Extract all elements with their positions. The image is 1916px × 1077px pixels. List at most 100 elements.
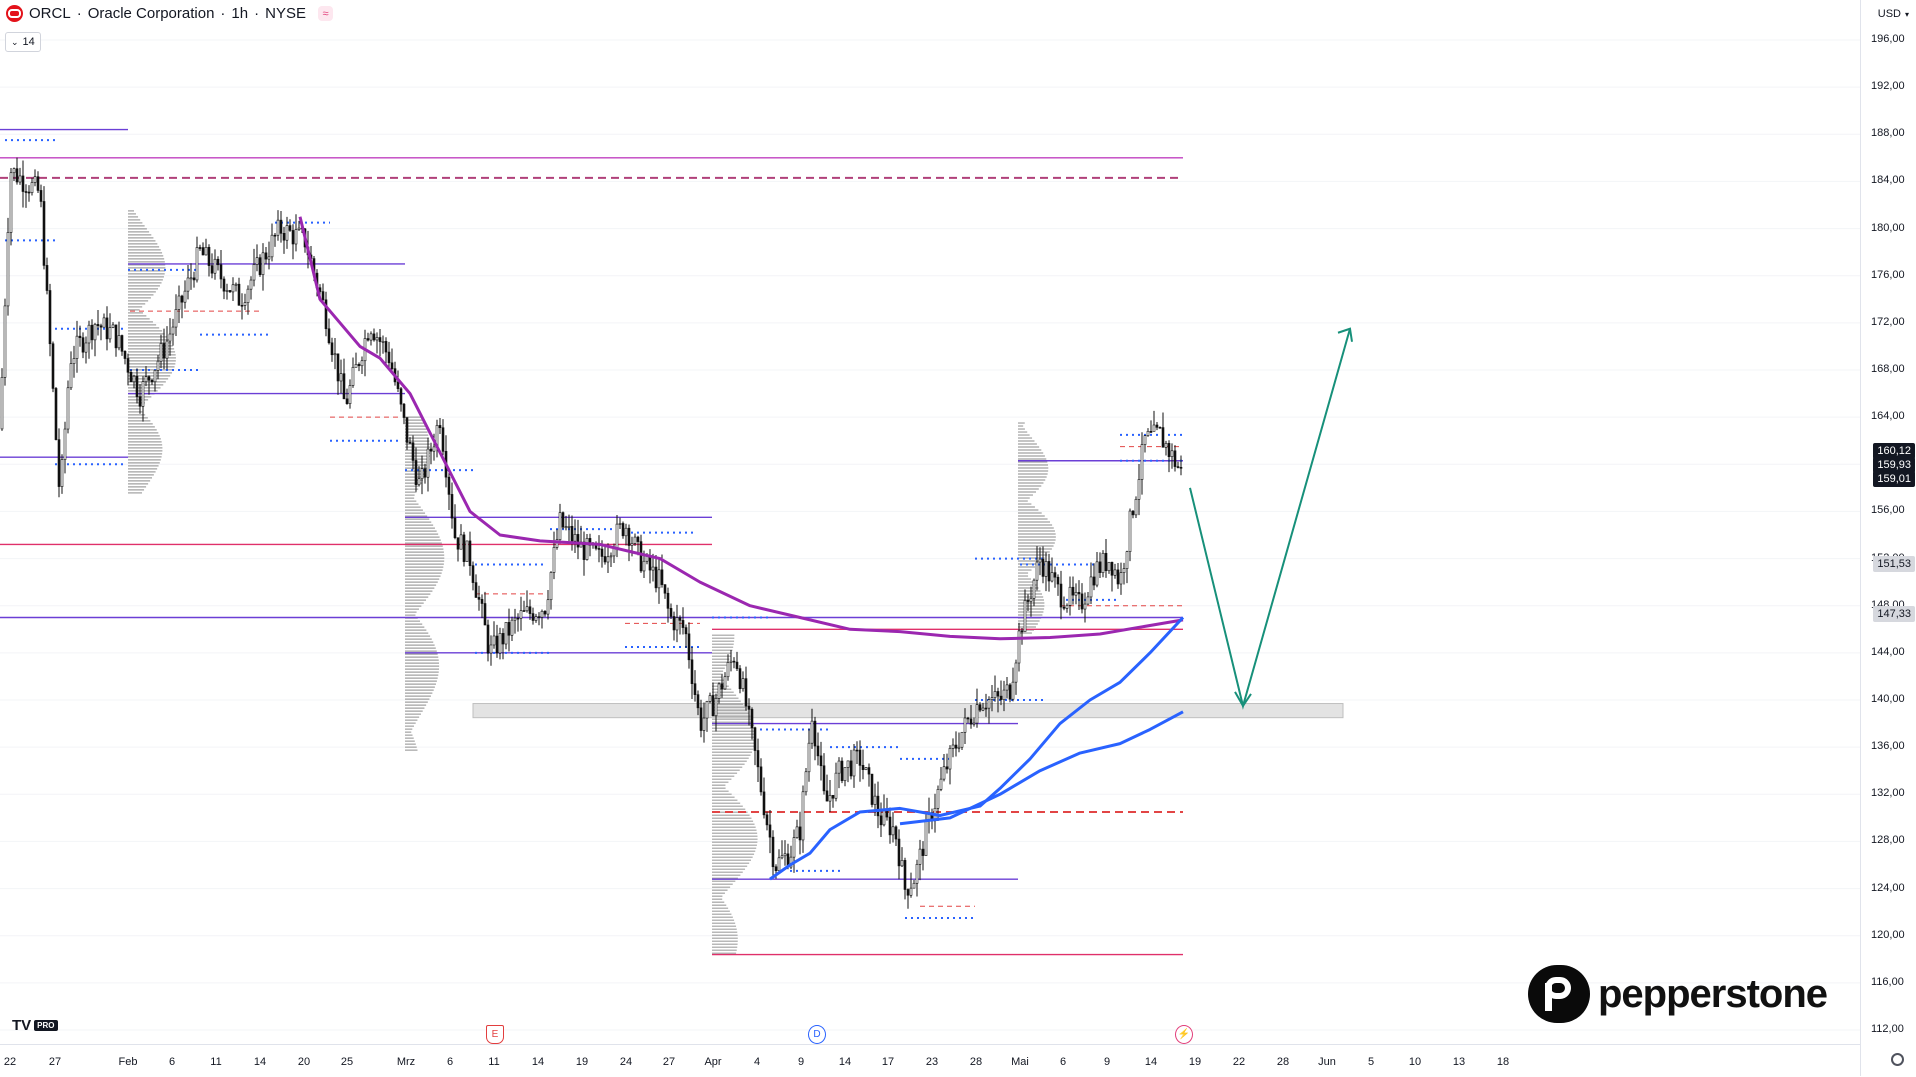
settings-gear-icon[interactable] [1891,1053,1904,1066]
time-axis-label: 17 [881,1056,895,1068]
candle-body [873,795,877,805]
price-axis-label: 116,00 [1871,975,1904,988]
candle-body [804,771,808,793]
candle-body [30,182,34,193]
candle-body [807,742,811,773]
candle-body [24,191,28,193]
candle-body [1179,466,1183,469]
candle-body [480,599,484,604]
candle-body [909,887,913,896]
candle-body [549,572,553,601]
candle-body [1152,424,1156,432]
candle-body [171,326,175,335]
candle-body [621,523,625,537]
candle-body [732,660,736,663]
candle-body [165,340,169,359]
chevron-down-icon[interactable]: ⌄ [11,36,19,47]
candle-body [123,350,127,359]
candle-body [1155,424,1159,428]
symbol-ticker[interactable]: ORCL [29,5,71,22]
candle-body [432,446,436,452]
projection-arrow-path [1189,328,1351,710]
candle-body [327,328,331,344]
currency-selector[interactable]: USD ▾ [1878,8,1909,20]
split-event-icon[interactable]: ⚡ [1175,1025,1193,1044]
candle-body [186,277,190,292]
candle-body [330,342,334,356]
candle-body [660,569,664,585]
candle-body [1071,586,1075,596]
candle-body [963,717,967,733]
candle-body [126,358,130,373]
symbol-header[interactable]: ORCL · Oracle Corporation · 1h · NYSE ≈ [6,5,333,22]
candle-body [27,191,31,194]
time-axis-label: 14 [1144,1056,1158,1068]
candle-body [789,856,793,868]
candle-body [198,247,202,249]
candle-body [246,288,250,303]
candle-body [354,364,358,368]
candle-body [288,225,292,231]
candle-body [819,755,823,767]
candle-body [1149,431,1153,433]
candle-body [1131,510,1135,516]
candle-body [729,660,733,663]
price-axis-label: 124,00 [1871,881,1905,894]
candle-body [942,766,946,780]
tv-logo-mark: TV [12,1017,32,1034]
indicator-value: 14 [22,36,35,48]
candle-body [624,527,628,537]
pepperstone-wordmark: pepperstone [1598,971,1828,1016]
candle-body [144,376,148,383]
time-axis-label: 14 [838,1056,852,1068]
candle-body [504,622,508,645]
candle-body [870,773,874,805]
candle-body [174,309,178,328]
candle-body [825,790,829,802]
candle-body [918,848,922,865]
candle-body [1086,596,1090,605]
candle-body [1113,569,1117,576]
candle-body [1032,579,1036,599]
candle-body [1017,630,1021,664]
tradingview-logo[interactable]: TV PRO [12,1017,58,1034]
time-axis-label: Mai [1011,1056,1029,1068]
candle-body [12,168,16,174]
indicator-wave-icon[interactable]: ≈ [317,6,333,21]
price-chart-area[interactable] [0,0,1860,1044]
time-axis-label: 14 [253,1056,267,1068]
earnings-event-icon[interactable]: E [486,1025,504,1044]
chart-canvas[interactable] [0,0,1860,1044]
candle-body [45,265,49,291]
candle-body [90,324,94,341]
candle-body [483,603,487,626]
candle-body [231,284,235,293]
candle-body [675,617,679,631]
candle-body [1047,561,1051,582]
indicator-legend-toggle[interactable]: ⌄ 14 [5,32,41,52]
candle-body [291,230,295,245]
time-axis[interactable]: 22 27 Feb 6 11 14 20 25 Mrz 6 11 14 19 24 27 Apr 4 9 14 17 2… [0,1044,1904,1077]
candle-body [777,857,781,872]
candle-body [204,247,208,256]
candle-body [912,882,916,889]
candle-body [420,468,424,480]
time-axis-label: 4 [753,1056,761,1068]
candle-body [450,494,454,519]
candle-body [882,809,886,826]
candle-body [1164,443,1168,448]
candle-body [1116,569,1120,585]
candle-body [576,534,580,548]
candle-body [969,718,973,725]
candle-body [1083,603,1087,610]
candle-body [84,342,88,353]
candle-body [18,175,22,183]
interval-label[interactable]: 1h [231,5,249,22]
dividend-event-icon[interactable]: D [808,1025,826,1044]
candle-body [138,396,142,407]
candle-body [735,661,739,669]
candle-body [612,548,616,557]
candle-body [87,324,91,344]
candle-body [891,826,895,836]
price-axis[interactable]: USD ▾ 196,00 192,00 188,00 184,00 180,00 176,… [1860,0,1916,1076]
